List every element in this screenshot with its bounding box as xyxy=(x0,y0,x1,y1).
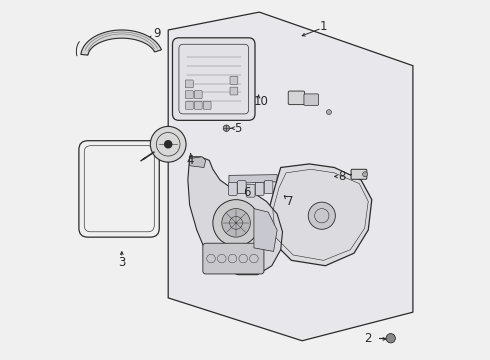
Circle shape xyxy=(386,334,395,343)
Polygon shape xyxy=(229,175,277,184)
Circle shape xyxy=(363,172,368,177)
FancyBboxPatch shape xyxy=(172,38,255,120)
Polygon shape xyxy=(168,12,413,341)
Circle shape xyxy=(213,200,259,246)
FancyBboxPatch shape xyxy=(255,183,264,195)
FancyBboxPatch shape xyxy=(185,91,193,99)
FancyBboxPatch shape xyxy=(230,87,238,95)
Circle shape xyxy=(223,125,230,131)
Polygon shape xyxy=(188,157,283,275)
Text: 4: 4 xyxy=(186,154,194,167)
FancyBboxPatch shape xyxy=(185,102,193,109)
Circle shape xyxy=(164,140,172,149)
Circle shape xyxy=(222,208,250,237)
FancyBboxPatch shape xyxy=(203,102,211,109)
Polygon shape xyxy=(81,30,161,55)
FancyBboxPatch shape xyxy=(246,184,255,197)
FancyBboxPatch shape xyxy=(238,181,246,194)
FancyBboxPatch shape xyxy=(203,243,264,274)
FancyBboxPatch shape xyxy=(230,76,238,84)
Text: 7: 7 xyxy=(286,195,294,208)
Text: 10: 10 xyxy=(254,95,269,108)
Text: 9: 9 xyxy=(154,27,161,40)
FancyBboxPatch shape xyxy=(228,183,237,195)
FancyBboxPatch shape xyxy=(185,80,193,88)
Text: 8: 8 xyxy=(338,170,345,183)
Polygon shape xyxy=(268,164,372,266)
Text: 3: 3 xyxy=(118,256,125,269)
Circle shape xyxy=(150,126,186,162)
Text: 2: 2 xyxy=(365,333,372,346)
FancyBboxPatch shape xyxy=(304,94,318,105)
Circle shape xyxy=(326,110,331,114)
Polygon shape xyxy=(254,208,277,251)
FancyBboxPatch shape xyxy=(288,91,305,105)
Circle shape xyxy=(308,202,335,229)
Polygon shape xyxy=(190,157,206,167)
Text: 6: 6 xyxy=(243,186,250,199)
FancyBboxPatch shape xyxy=(194,102,202,109)
Text: 5: 5 xyxy=(234,122,242,135)
FancyBboxPatch shape xyxy=(351,169,367,179)
FancyBboxPatch shape xyxy=(194,91,202,99)
Text: 1: 1 xyxy=(320,20,327,33)
FancyBboxPatch shape xyxy=(264,181,273,194)
